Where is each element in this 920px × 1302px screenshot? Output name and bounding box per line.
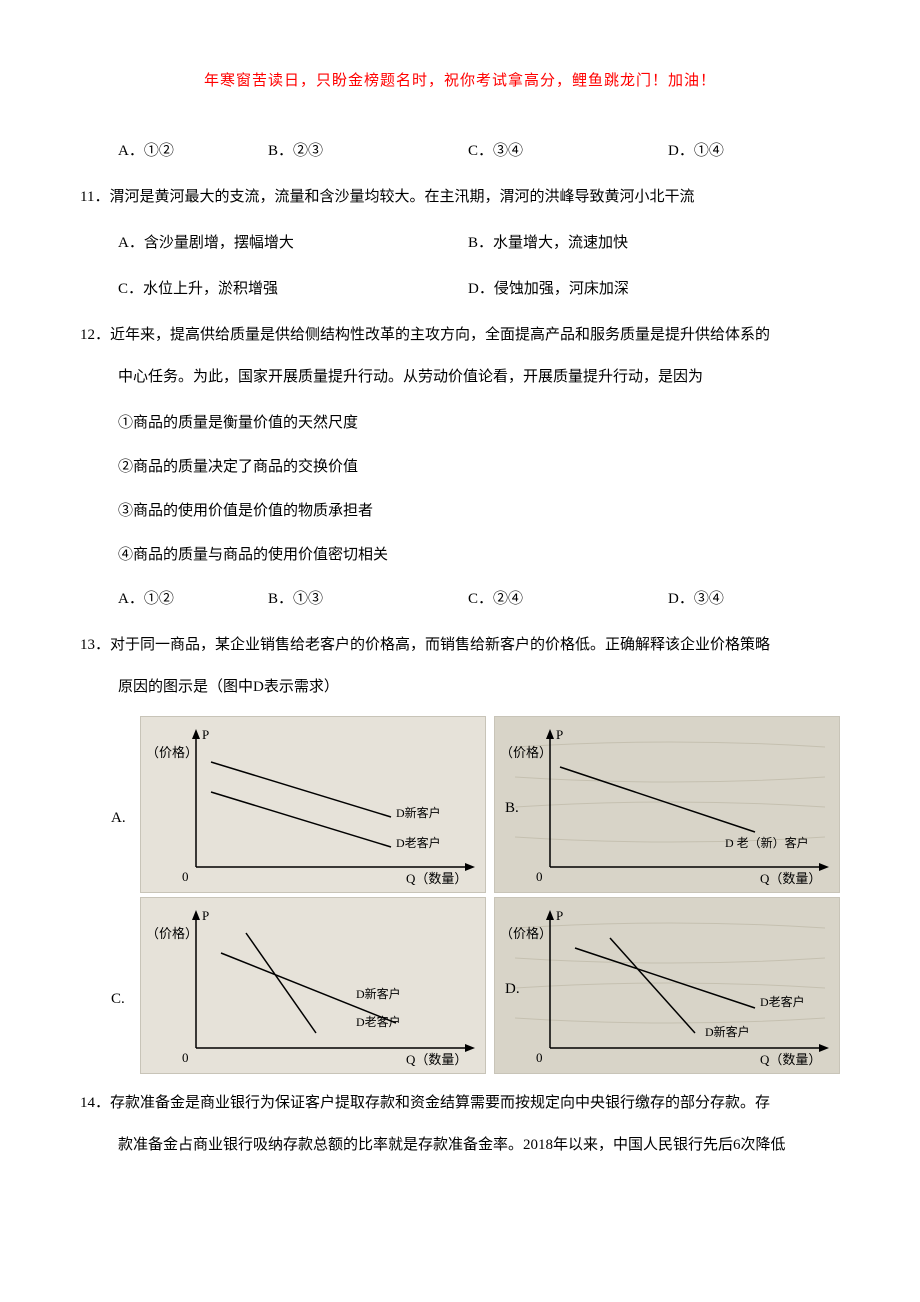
svg-text:0: 0 xyxy=(182,1050,189,1065)
q12-stmt4: ④商品的质量与商品的使用价值密切相关 xyxy=(80,534,840,576)
q14-line2: 款准备金占商业银行吸纳存款总额的比率就是存款准备金率。2018年以来，中国人民银… xyxy=(80,1124,840,1166)
q13-line2: 原因的图示是（图中D表示需求） xyxy=(80,666,840,708)
q12-stmt3: ③商品的使用价值是价值的物质承担者 xyxy=(80,490,840,532)
svg-text:Q（数量）: Q（数量） xyxy=(760,1052,821,1067)
exam-page: 年寒窗苦读日，只盼金榜题名时，祝你考试拿高分，鲤鱼跳龙门！加油！ A．①② B．… xyxy=(0,0,920,1210)
motivational-header: 年寒窗苦读日，只盼金榜题名时，祝你考试拿高分，鲤鱼跳龙门！加油！ xyxy=(80,60,840,102)
q10-opt-b: B．②③ xyxy=(268,130,468,172)
q10-options: A．①② B．②③ C．③④ D．①④ xyxy=(80,130,840,172)
q12-opt-a: A．①② xyxy=(118,578,268,620)
chart-b: B. P（价格）0Q（数量）D 老（新）客户 xyxy=(494,716,840,893)
q13-text: 13．对于同一商品，某企业销售给老客户的价格高，而销售给新客户的价格低。正确解释… xyxy=(80,624,840,708)
q12-stmt2: ②商品的质量决定了商品的交换价值 xyxy=(80,446,840,488)
svg-text:P: P xyxy=(556,727,563,742)
q11-opt-a: A．含沙量剧增，摆幅增大 xyxy=(118,222,468,264)
q10-opt-c: C．③④ xyxy=(468,130,668,172)
svg-text:D 老（新）客户: D 老（新）客户 xyxy=(725,835,809,850)
svg-text:D老客户: D老客户 xyxy=(356,1014,401,1029)
q11-line1: 11．渭河是黄河最大的支流，流量和含沙量均较大。在主汛期，渭河的洪峰导致黄河小北… xyxy=(80,176,840,218)
chart-c: C. P（价格）0Q（数量）D新客户D老客户 xyxy=(140,897,486,1074)
chart-c-label: C. xyxy=(111,978,125,1020)
svg-text:（价格）: （价格） xyxy=(500,745,552,760)
q11-opts-row2: C．水位上升，淤积增强 D．侵蚀加强，河床加深 xyxy=(80,268,840,310)
svg-text:D老客户: D老客户 xyxy=(396,835,441,850)
svg-text:（价格）: （价格） xyxy=(146,745,198,760)
chart-row-1: A. P（价格）0Q（数量）D新客户D老客户 B. P（价格）0Q（数量）D 老… xyxy=(140,716,840,893)
q12-line2: 中心任务。为此，国家开展质量提升行动。从劳动价值论看，开展质量提升行动，是因为 xyxy=(80,356,840,398)
q12-opt-c: C．②④ xyxy=(468,578,668,620)
chart-a-label: A. xyxy=(111,797,126,839)
q11-opt-d: D．侵蚀加强，河床加深 xyxy=(468,268,629,310)
q12-stmt1: ①商品的质量是衡量价值的天然尺度 xyxy=(80,402,840,444)
q12-opt-d: D．③④ xyxy=(668,578,724,620)
svg-text:Q（数量）: Q（数量） xyxy=(406,1052,467,1067)
svg-text:D新客户: D新客户 xyxy=(705,1024,750,1039)
svg-text:（价格）: （价格） xyxy=(146,926,198,941)
q11-text: 11．渭河是黄河最大的支流，流量和含沙量均较大。在主汛期，渭河的洪峰导致黄河小北… xyxy=(80,176,840,218)
q11-opt-b: B．水量增大，流速加快 xyxy=(468,222,628,264)
svg-text:D新客户: D新客户 xyxy=(396,805,441,820)
svg-text:Q（数量）: Q（数量） xyxy=(760,871,821,886)
q12-line1: 12．近年来，提高供给质量是供给侧结构性改革的主攻方向，全面提高产品和服务质量是… xyxy=(80,314,840,356)
svg-text:（价格）: （价格） xyxy=(500,926,552,941)
q14-line1: 14．存款准备金是商业银行为保证客户提取存款和资金结算需要而按规定向中央银行缴存… xyxy=(80,1082,840,1124)
svg-text:P: P xyxy=(202,727,209,742)
svg-text:0: 0 xyxy=(536,1050,543,1065)
q14-text: 14．存款准备金是商业银行为保证客户提取存款和资金结算需要而按规定向中央银行缴存… xyxy=(80,1082,840,1166)
chart-row-2: C. P（价格）0Q（数量）D新客户D老客户 D. P（价格）0Q（数量）D老客… xyxy=(140,897,840,1074)
q13-charts: A. P（价格）0Q（数量）D新客户D老客户 B. P（价格）0Q（数量）D 老… xyxy=(80,716,840,1074)
q11-opt-c: C．水位上升，淤积增强 xyxy=(118,268,468,310)
svg-text:P: P xyxy=(556,908,563,923)
svg-text:Q（数量）: Q（数量） xyxy=(406,871,467,886)
svg-text:D老客户: D老客户 xyxy=(760,994,805,1009)
q12-opt-b: B．①③ xyxy=(268,578,468,620)
svg-text:0: 0 xyxy=(536,869,543,884)
q11-opts-row1: A．含沙量剧增，摆幅增大 B．水量增大，流速加快 xyxy=(80,222,840,264)
q12-text: 12．近年来，提高供给质量是供给侧结构性改革的主攻方向，全面提高产品和服务质量是… xyxy=(80,314,840,398)
q10-opt-d: D．①④ xyxy=(668,130,724,172)
chart-a: A. P（价格）0Q（数量）D新客户D老客户 xyxy=(140,716,486,893)
q10-opt-a: A．①② xyxy=(118,130,268,172)
q13-line1: 13．对于同一商品，某企业销售给老客户的价格高，而销售给新客户的价格低。正确解释… xyxy=(80,624,840,666)
svg-text:0: 0 xyxy=(182,869,189,884)
chart-d: D. P（价格）0Q（数量）D老客户D新客户 xyxy=(494,897,840,1074)
svg-text:P: P xyxy=(202,908,209,923)
svg-text:D新客户: D新客户 xyxy=(356,986,401,1001)
q12-options: A．①② B．①③ C．②④ D．③④ xyxy=(80,578,840,620)
